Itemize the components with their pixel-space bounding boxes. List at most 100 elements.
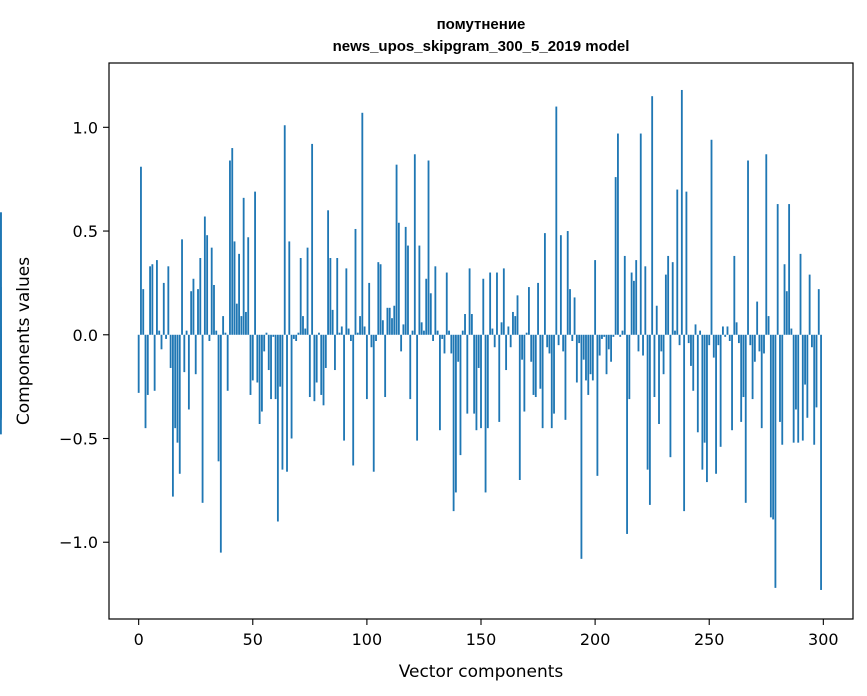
bar-component-121 bbox=[413, 154, 416, 335]
bar-component-98 bbox=[361, 112, 364, 335]
bar-component-267 bbox=[747, 160, 749, 335]
bar-component-218 bbox=[635, 260, 638, 335]
bar-component-274 bbox=[763, 334, 765, 354]
bar-component-240 bbox=[685, 191, 688, 335]
bar-component-258 bbox=[726, 326, 729, 335]
bar-component-70 bbox=[297, 332, 300, 335]
bar-component-209 bbox=[614, 177, 617, 335]
bar-component-190 bbox=[571, 334, 574, 341]
x-tick-label: 50 bbox=[243, 630, 263, 649]
bar-component-45 bbox=[240, 316, 243, 335]
x-tick-label: 150 bbox=[466, 630, 497, 649]
bar-component-99 bbox=[363, 326, 366, 335]
bar-component-138 bbox=[452, 334, 455, 512]
bar-component-164 bbox=[512, 311, 514, 335]
bar-component-144 bbox=[466, 334, 469, 414]
bar-component-26 bbox=[197, 289, 199, 335]
bar-component-202 bbox=[598, 334, 601, 356]
bar-component-7 bbox=[153, 334, 156, 391]
bar-component-38 bbox=[224, 332, 227, 335]
bar-component-256 bbox=[722, 326, 724, 335]
bar-component-224 bbox=[648, 334, 651, 505]
bar-component-42 bbox=[233, 241, 236, 335]
bar-component-203 bbox=[601, 334, 603, 339]
bar-component-128 bbox=[429, 293, 432, 335]
bar-component-27 bbox=[199, 258, 202, 335]
bar-component-44 bbox=[238, 253, 240, 335]
bar-component-69 bbox=[295, 334, 298, 341]
bar-component-156 bbox=[493, 334, 496, 348]
bar-component-159 bbox=[500, 322, 503, 335]
bar-component-295 bbox=[811, 334, 813, 348]
bar-component-122 bbox=[416, 334, 419, 441]
bar-component-22 bbox=[187, 334, 190, 410]
bar-component-4 bbox=[146, 334, 149, 395]
bar-component-206 bbox=[607, 334, 610, 350]
bar-component-32 bbox=[210, 247, 213, 335]
bar-component-177 bbox=[541, 334, 544, 429]
bar-component-17 bbox=[176, 334, 179, 443]
bar-component-268 bbox=[749, 334, 752, 346]
bar-component-20 bbox=[183, 334, 186, 373]
bar-component-253 bbox=[715, 334, 717, 474]
bar-component-261 bbox=[733, 255, 736, 335]
bar-component-35 bbox=[217, 334, 220, 462]
bar-component-12 bbox=[165, 334, 167, 339]
bar-component-214 bbox=[626, 334, 628, 534]
bar-component-233 bbox=[669, 334, 672, 458]
bar-component-14 bbox=[169, 334, 172, 368]
y-tick-label: 0.5 bbox=[73, 222, 98, 241]
bar-component-225 bbox=[651, 96, 654, 335]
bar-component-174 bbox=[534, 334, 537, 398]
bar-component-78 bbox=[315, 334, 318, 383]
bar-component-269 bbox=[751, 334, 754, 400]
bar-component-201 bbox=[596, 334, 599, 476]
bar-component-67 bbox=[290, 334, 293, 439]
bar-component-29 bbox=[203, 216, 206, 335]
bar-component-11 bbox=[162, 282, 165, 335]
bar-component-146 bbox=[470, 314, 473, 335]
y-tick-label: −1.0 bbox=[59, 533, 98, 552]
bar-component-136 bbox=[448, 330, 450, 335]
bar-component-145 bbox=[468, 268, 471, 335]
bar-component-242 bbox=[690, 334, 692, 366]
bar-component-57 bbox=[267, 334, 270, 371]
bar-component-54 bbox=[261, 334, 263, 412]
bar-component-74 bbox=[306, 247, 309, 335]
bar-component-6 bbox=[151, 264, 154, 335]
y-tick-label: 0.0 bbox=[73, 326, 98, 345]
bar-component-212 bbox=[621, 330, 624, 335]
bar-component-213 bbox=[623, 255, 626, 335]
bar-component-297 bbox=[815, 334, 818, 408]
bar-component-296 bbox=[813, 334, 816, 445]
bar-component-169 bbox=[523, 334, 526, 412]
bar-component-86 bbox=[334, 334, 336, 371]
bar-component-184 bbox=[557, 334, 560, 346]
bar-component-158 bbox=[498, 334, 501, 422]
y-tick-label: 1.0 bbox=[73, 118, 98, 137]
bar-component-189 bbox=[569, 289, 571, 335]
bar-component-178 bbox=[543, 233, 546, 335]
bar-component-47 bbox=[245, 311, 247, 335]
bar-component-33 bbox=[213, 284, 215, 335]
bar-component-200 bbox=[594, 260, 597, 335]
y-axis-label: Components values bbox=[14, 257, 34, 425]
bar-component-255 bbox=[719, 334, 722, 447]
bar-component-193 bbox=[578, 334, 581, 344]
bar-component-140 bbox=[457, 334, 460, 362]
bar-component-173 bbox=[532, 334, 535, 395]
bar-component-0 bbox=[137, 334, 140, 393]
bar-component-211 bbox=[619, 334, 622, 337]
bar-component-133 bbox=[441, 334, 444, 339]
bar-component-207 bbox=[610, 334, 612, 362]
bar-component-165 bbox=[514, 316, 517, 335]
bar-component-13 bbox=[167, 266, 170, 335]
bar-component-28 bbox=[201, 334, 204, 503]
bar-component-227 bbox=[655, 305, 658, 335]
y-tick-label: −0.5 bbox=[59, 430, 98, 449]
bar-component-245 bbox=[696, 334, 699, 433]
bar-component-281 bbox=[779, 334, 781, 422]
bar-series bbox=[0, 89, 822, 590]
bar-component-59 bbox=[272, 334, 275, 337]
bar-component-286 bbox=[790, 328, 793, 335]
